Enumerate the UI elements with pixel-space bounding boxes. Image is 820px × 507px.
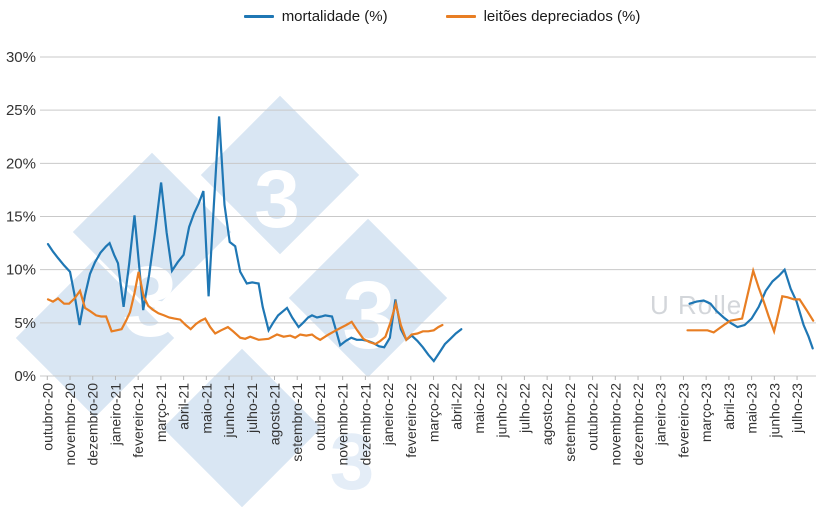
legend-item-leitoes-depreciados: leitões depreciados (%)	[445, 8, 641, 25]
x-axis-tick-label: novembro-21	[335, 383, 351, 466]
x-axis-tick-label: maio-22	[471, 383, 487, 434]
y-axis-tick-label: 15%	[6, 209, 36, 226]
x-axis-tick-label: outubro-21	[312, 383, 328, 451]
x-axis-tick-label: junho-23	[766, 383, 782, 439]
x-axis-tick-label: abril-22	[448, 383, 464, 430]
leitoes-depreciados-line	[686, 266, 815, 336]
watermark-user-text: U Rolle	[650, 290, 743, 320]
y-axis-tick-label: 25%	[6, 102, 36, 119]
x-axis-tick-label: novembro-20	[62, 383, 78, 466]
x-axis-tick-label: agosto-22	[539, 383, 555, 445]
y-axis-tick-label: 10%	[6, 262, 36, 279]
chart-legend: mortalidade (%) leitões depreciados (%)	[0, 8, 820, 25]
x-axis-tick-label: junho-22	[494, 383, 510, 439]
line-chart: 0% 5% 10% 15% 20% 25% 30% outubro-20 novembro-20…	[6, 49, 816, 466]
x-axis-tick-label: maio-21	[198, 383, 214, 434]
x-axis-tick-label: julho-22	[516, 383, 532, 434]
x-axis-tick-label: outubro-20	[39, 383, 55, 451]
x-axis-tick-label: janeiro-23	[653, 383, 669, 446]
x-axis-tick-label: março-21	[153, 383, 169, 442]
x-axis-tick-label: agosto-21	[267, 383, 283, 445]
leitoes-depreciados-line-swatch	[445, 15, 476, 18]
x-axis-tick-label: fevereiro-22	[403, 383, 419, 458]
watermark-layer: 3 3 3 3 U Rolle	[15, 95, 743, 507]
x-axis-tick-label: fevereiro-23	[675, 383, 691, 458]
y-axis-tick-label: 0%	[14, 368, 36, 385]
x-axis-tick-label: janeiro-21	[107, 383, 123, 446]
x-axis-tick-label: janeiro-22	[380, 383, 396, 446]
watermark-333-glyph: 3	[342, 262, 396, 369]
x-axis-tick-label: junho-21	[221, 383, 237, 439]
x-axis-tick-label: fevereiro-21	[130, 383, 146, 458]
x-axis-tick-label: dezembro-20	[85, 383, 101, 466]
x-axis-tick-label: abril-23	[721, 383, 737, 430]
watermark-333-glyph: 3	[254, 154, 300, 245]
x-axis-tick-label: dezembro-22	[630, 383, 646, 466]
y-axis-tick-label: 5%	[14, 315, 36, 332]
x-axis-tick-label: setembro-22	[562, 383, 578, 462]
x-axis-tick-label: julho-23	[789, 383, 805, 434]
x-axis-tick-label: março-22	[426, 383, 442, 442]
x-axis-tick-label: julho-21	[244, 383, 260, 434]
legend-label-mortalidade: mortalidade (%)	[281, 8, 388, 25]
legend-label-leitoes-depreciados: leitões depreciados (%)	[483, 8, 641, 25]
x-axis-tick-label: dezembro-21	[357, 383, 373, 466]
leitoes-depreciados-line	[46, 271, 444, 346]
watermark-333-glyph: 3	[329, 417, 375, 506]
x-axis-tick-label: outubro-22	[585, 383, 601, 451]
mortalidade-line	[46, 116, 463, 363]
x-axis-tick-label: novembro-22	[607, 383, 623, 466]
y-axis-tick-label: 20%	[6, 155, 36, 172]
chart-page: { "legend": [ { "id": "mortalidade", "la…	[0, 8, 820, 507]
x-axis-tick-label: março-23	[698, 383, 714, 442]
mortalidade-line-swatch	[243, 15, 274, 18]
x-axis-tick-label: maio-23	[744, 383, 760, 434]
x-axis-tick-label: abril-21	[176, 383, 192, 430]
y-axis-tick-label: 30%	[6, 49, 36, 66]
legend-item-mortalidade: mortalidade (%)	[243, 8, 388, 25]
x-axis-tick-label: setembro-21	[289, 383, 305, 462]
